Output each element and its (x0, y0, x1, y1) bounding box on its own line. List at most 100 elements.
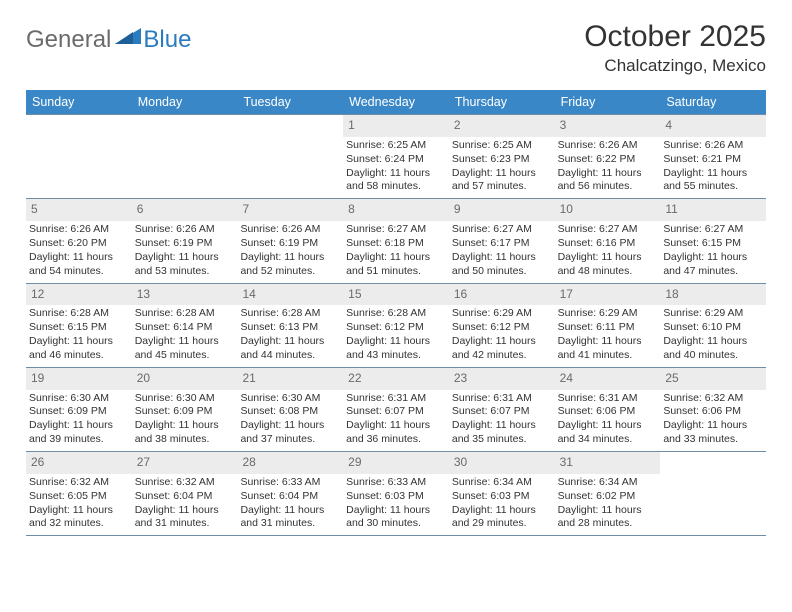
daylight-line: Daylight: 11 hours and 32 minutes. (29, 504, 129, 532)
day-number: 28 (237, 452, 343, 474)
day-number: 1 (343, 115, 449, 137)
sunset-line: Sunset: 6:06 PM (558, 405, 658, 419)
day-cell (132, 115, 238, 198)
daylight-line: Daylight: 11 hours and 57 minutes. (452, 167, 552, 195)
day-body: Sunrise: 6:26 AMSunset: 6:21 PMDaylight:… (660, 137, 766, 198)
day-number: 4 (660, 115, 766, 137)
dow-cell: Friday (555, 90, 661, 114)
day-number: 17 (555, 284, 661, 306)
day-body: Sunrise: 6:32 AMSunset: 6:04 PMDaylight:… (132, 474, 238, 535)
daylight-line: Daylight: 11 hours and 54 minutes. (29, 251, 129, 279)
day-number: 19 (26, 368, 132, 390)
sunset-line: Sunset: 6:07 PM (452, 405, 552, 419)
day-number: 18 (660, 284, 766, 306)
daylight-line: Daylight: 11 hours and 40 minutes. (663, 335, 763, 363)
daylight-line: Daylight: 11 hours and 53 minutes. (135, 251, 235, 279)
day-body: Sunrise: 6:28 AMSunset: 6:14 PMDaylight:… (132, 305, 238, 366)
day-cell: 7Sunrise: 6:26 AMSunset: 6:19 PMDaylight… (237, 199, 343, 282)
sunrise-line: Sunrise: 6:33 AM (240, 476, 340, 490)
dow-cell: Saturday (660, 90, 766, 114)
sunset-line: Sunset: 6:15 PM (663, 237, 763, 251)
daylight-line: Daylight: 11 hours and 33 minutes. (663, 419, 763, 447)
sunset-line: Sunset: 6:22 PM (558, 153, 658, 167)
day-cell: 22Sunrise: 6:31 AMSunset: 6:07 PMDayligh… (343, 368, 449, 451)
sunrise-line: Sunrise: 6:28 AM (346, 307, 446, 321)
calendar: SundayMondayTuesdayWednesdayThursdayFrid… (26, 90, 766, 536)
day-cell: 21Sunrise: 6:30 AMSunset: 6:08 PMDayligh… (237, 368, 343, 451)
daylight-line: Daylight: 11 hours and 35 minutes. (452, 419, 552, 447)
day-cell: 23Sunrise: 6:31 AMSunset: 6:07 PMDayligh… (449, 368, 555, 451)
dow-cell: Tuesday (237, 90, 343, 114)
daylight-line: Daylight: 11 hours and 38 minutes. (135, 419, 235, 447)
sunset-line: Sunset: 6:16 PM (558, 237, 658, 251)
sunset-line: Sunset: 6:09 PM (135, 405, 235, 419)
day-body: Sunrise: 6:25 AMSunset: 6:23 PMDaylight:… (449, 137, 555, 198)
sunset-line: Sunset: 6:12 PM (452, 321, 552, 335)
sunrise-line: Sunrise: 6:28 AM (29, 307, 129, 321)
day-cell: 24Sunrise: 6:31 AMSunset: 6:06 PMDayligh… (555, 368, 661, 451)
sunrise-line: Sunrise: 6:26 AM (240, 223, 340, 237)
day-number: 26 (26, 452, 132, 474)
day-number: 5 (26, 199, 132, 221)
day-body: Sunrise: 6:28 AMSunset: 6:15 PMDaylight:… (26, 305, 132, 366)
day-body: Sunrise: 6:26 AMSunset: 6:22 PMDaylight:… (555, 137, 661, 198)
day-cell: 9Sunrise: 6:27 AMSunset: 6:17 PMDaylight… (449, 199, 555, 282)
week-row: 1Sunrise: 6:25 AMSunset: 6:24 PMDaylight… (26, 114, 766, 199)
day-number: 11 (660, 199, 766, 221)
logo-text-blue: Blue (143, 26, 191, 54)
day-body: Sunrise: 6:34 AMSunset: 6:02 PMDaylight:… (555, 474, 661, 535)
daylight-line: Daylight: 11 hours and 37 minutes. (240, 419, 340, 447)
day-body: Sunrise: 6:26 AMSunset: 6:20 PMDaylight:… (26, 221, 132, 282)
week-row: 26Sunrise: 6:32 AMSunset: 6:05 PMDayligh… (26, 452, 766, 536)
day-cell (26, 115, 132, 198)
sunrise-line: Sunrise: 6:32 AM (135, 476, 235, 490)
daylight-line: Daylight: 11 hours and 28 minutes. (558, 504, 658, 532)
day-body: Sunrise: 6:26 AMSunset: 6:19 PMDaylight:… (237, 221, 343, 282)
sunset-line: Sunset: 6:18 PM (346, 237, 446, 251)
day-cell: 6Sunrise: 6:26 AMSunset: 6:19 PMDaylight… (132, 199, 238, 282)
day-body: Sunrise: 6:25 AMSunset: 6:24 PMDaylight:… (343, 137, 449, 198)
sunset-line: Sunset: 6:15 PM (29, 321, 129, 335)
daylight-line: Daylight: 11 hours and 41 minutes. (558, 335, 658, 363)
day-number: 12 (26, 284, 132, 306)
sunrise-line: Sunrise: 6:27 AM (558, 223, 658, 237)
day-cell: 17Sunrise: 6:29 AMSunset: 6:11 PMDayligh… (555, 284, 661, 367)
sunrise-line: Sunrise: 6:27 AM (663, 223, 763, 237)
sunrise-line: Sunrise: 6:27 AM (346, 223, 446, 237)
day-number: 9 (449, 199, 555, 221)
sunrise-line: Sunrise: 6:32 AM (29, 476, 129, 490)
day-body: Sunrise: 6:27 AMSunset: 6:17 PMDaylight:… (449, 221, 555, 282)
day-number: 22 (343, 368, 449, 390)
location: Chalcatzingo, Mexico (584, 56, 766, 76)
sunrise-line: Sunrise: 6:32 AM (663, 392, 763, 406)
day-cell: 13Sunrise: 6:28 AMSunset: 6:14 PMDayligh… (132, 284, 238, 367)
day-number: 29 (343, 452, 449, 474)
day-cell: 18Sunrise: 6:29 AMSunset: 6:10 PMDayligh… (660, 284, 766, 367)
sunrise-line: Sunrise: 6:30 AM (135, 392, 235, 406)
day-number: 3 (555, 115, 661, 137)
day-body: Sunrise: 6:29 AMSunset: 6:11 PMDaylight:… (555, 305, 661, 366)
day-body: Sunrise: 6:32 AMSunset: 6:05 PMDaylight:… (26, 474, 132, 535)
day-cell: 26Sunrise: 6:32 AMSunset: 6:05 PMDayligh… (26, 452, 132, 535)
day-cell (660, 452, 766, 535)
day-cell: 8Sunrise: 6:27 AMSunset: 6:18 PMDaylight… (343, 199, 449, 282)
day-cell: 28Sunrise: 6:33 AMSunset: 6:04 PMDayligh… (237, 452, 343, 535)
header: General Blue October 2025 Chalcatzingo, … (26, 20, 766, 76)
day-number: 7 (237, 199, 343, 221)
day-cell: 4Sunrise: 6:26 AMSunset: 6:21 PMDaylight… (660, 115, 766, 198)
day-body: Sunrise: 6:33 AMSunset: 6:04 PMDaylight:… (237, 474, 343, 535)
sunset-line: Sunset: 6:23 PM (452, 153, 552, 167)
sunrise-line: Sunrise: 6:31 AM (452, 392, 552, 406)
day-cell: 3Sunrise: 6:26 AMSunset: 6:22 PMDaylight… (555, 115, 661, 198)
daylight-line: Daylight: 11 hours and 29 minutes. (452, 504, 552, 532)
daylight-line: Daylight: 11 hours and 55 minutes. (663, 167, 763, 195)
sunset-line: Sunset: 6:12 PM (346, 321, 446, 335)
daylight-line: Daylight: 11 hours and 31 minutes. (240, 504, 340, 532)
daylight-line: Daylight: 11 hours and 34 minutes. (558, 419, 658, 447)
sunrise-line: Sunrise: 6:26 AM (558, 139, 658, 153)
sunrise-line: Sunrise: 6:31 AM (558, 392, 658, 406)
day-cell: 27Sunrise: 6:32 AMSunset: 6:04 PMDayligh… (132, 452, 238, 535)
day-body: Sunrise: 6:30 AMSunset: 6:09 PMDaylight:… (132, 390, 238, 451)
sunrise-line: Sunrise: 6:27 AM (452, 223, 552, 237)
sunset-line: Sunset: 6:06 PM (663, 405, 763, 419)
